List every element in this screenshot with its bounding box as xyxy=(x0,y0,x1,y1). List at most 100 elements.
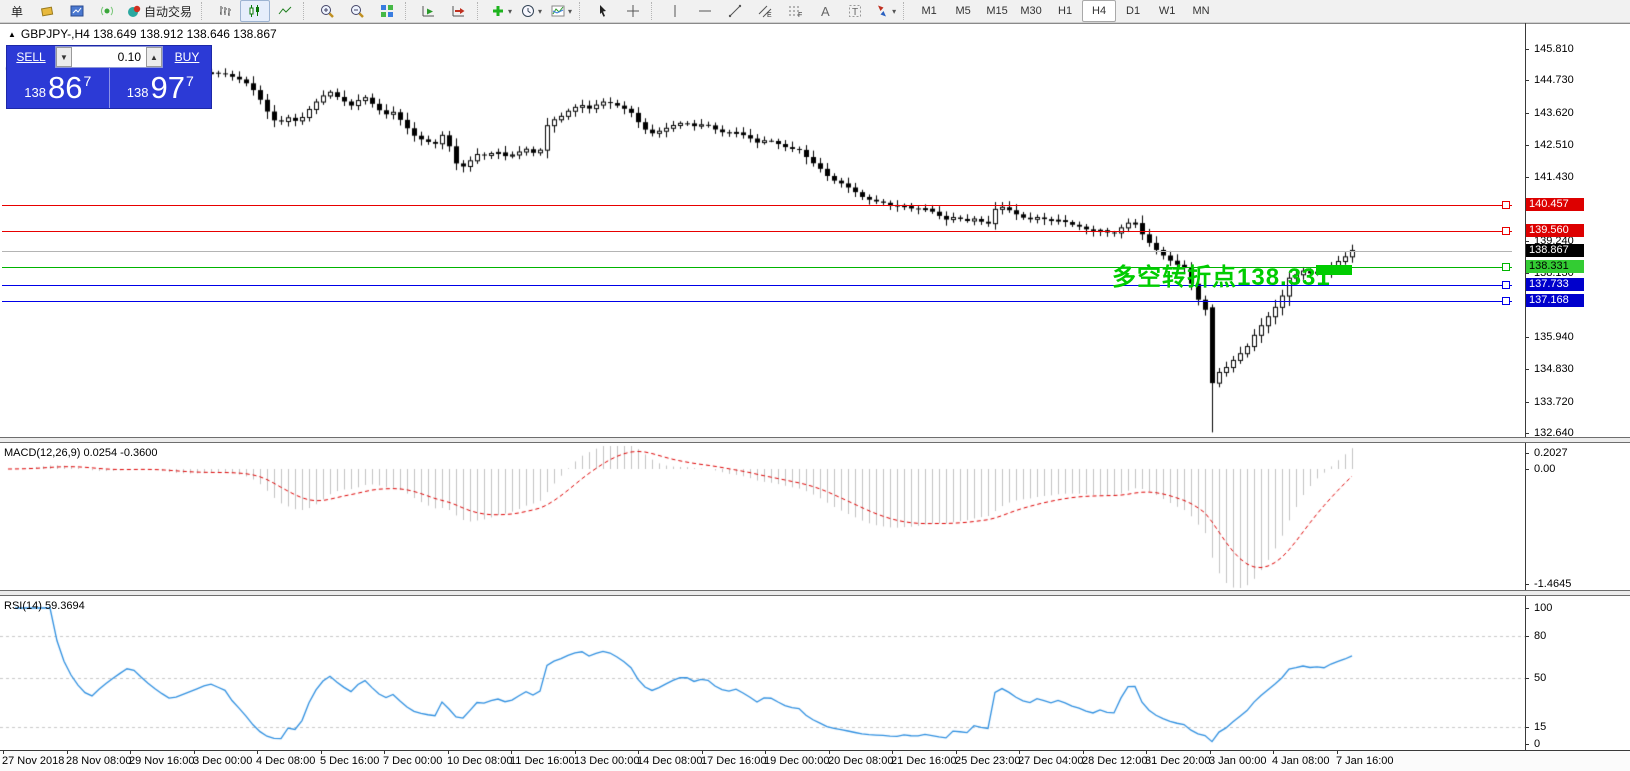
arrows-button[interactable]: ▾ xyxy=(870,0,900,22)
rsi-axis-label: 100 xyxy=(1534,602,1553,614)
rsi-axis-label: 15 xyxy=(1534,721,1547,733)
time-tick-label: 29 Nov 16:00 xyxy=(129,755,195,767)
horizontal-level-line[interactable] xyxy=(2,301,1512,302)
charts-button[interactable] xyxy=(62,0,92,22)
new-order-button-label: 单 xyxy=(10,4,23,19)
timeframe-m1-button[interactable]: M1 xyxy=(912,0,946,22)
zoom-in-button[interactable] xyxy=(312,0,342,22)
cursor-button[interactable] xyxy=(588,0,618,22)
new-order-button[interactable]: 单 xyxy=(2,0,32,22)
price-level-badge: 139.560 xyxy=(1526,224,1584,237)
timeframe-m15-button[interactable]: M15 xyxy=(980,0,1014,22)
level-drag-handle[interactable] xyxy=(1502,201,1510,209)
time-tick-mark xyxy=(130,751,131,754)
macd-splitter[interactable] xyxy=(0,437,1630,443)
horizontal-level-line[interactable] xyxy=(2,231,1512,232)
svg-text:T: T xyxy=(852,7,858,18)
volume-decrease-button[interactable]: ▼ xyxy=(56,47,72,67)
zoomin-icon xyxy=(319,3,335,19)
trendline-button[interactable] xyxy=(720,0,750,22)
horizontal-level-line[interactable] xyxy=(2,205,1512,206)
tick-mark xyxy=(1525,241,1529,242)
time-tick-label: 3 Jan 00:00 xyxy=(1209,755,1267,767)
collapse-arrow-icon[interactable]: ▲ xyxy=(8,30,16,39)
tick-mark xyxy=(1525,273,1529,274)
timeframe-h1-button[interactable]: H1 xyxy=(1048,0,1082,22)
tick-mark xyxy=(1525,469,1529,470)
macd-axis-label: -1.4645 xyxy=(1534,578,1572,590)
price-axis[interactable]: 145.810 144.730 143.620 142.510 141.430 139.2… xyxy=(1525,23,1630,771)
toolbar-separator xyxy=(477,2,483,20)
line-chart-button[interactable] xyxy=(270,0,300,22)
zoom-out-button[interactable] xyxy=(342,0,372,22)
time-tick-mark xyxy=(829,751,830,754)
rsi-splitter[interactable] xyxy=(0,590,1630,596)
level-drag-handle[interactable] xyxy=(1502,281,1510,289)
sell-button[interactable]: SELL xyxy=(16,50,46,64)
tile-windows-button[interactable] xyxy=(372,0,402,22)
chart-shift-button[interactable] xyxy=(444,0,474,22)
buy-button[interactable]: BUY xyxy=(174,50,200,64)
main-chart-canvas[interactable] xyxy=(0,23,1525,750)
time-tick-label: 28 Nov 08:00 xyxy=(66,755,132,767)
tick-mark xyxy=(1525,369,1529,370)
green-highlight-box[interactable] xyxy=(1316,265,1352,275)
toolbox-button[interactable] xyxy=(32,0,62,22)
macd-axis-label: 0.00 xyxy=(1534,463,1556,475)
timeframe-m30-button[interactable]: M30 xyxy=(1014,0,1048,22)
level-drag-handle[interactable] xyxy=(1502,227,1510,235)
symbol-header: ▲ GBPJPY-,H4 138.649 138.912 138.646 138.… xyxy=(8,27,277,41)
bar-chart-button[interactable] xyxy=(210,0,240,22)
trendline-icon xyxy=(727,3,743,19)
time-tick-mark xyxy=(1019,751,1020,754)
price-tick-label: 135.940 xyxy=(1534,331,1574,343)
vertical-line-button[interactable] xyxy=(660,0,690,22)
signals-button[interactable] xyxy=(92,0,122,22)
candlestick-chart-button[interactable] xyxy=(240,0,271,22)
templates-button[interactable]: ▾ xyxy=(546,0,576,22)
level-drag-handle[interactable] xyxy=(1502,297,1510,305)
text-label-button[interactable]: T xyxy=(840,0,870,22)
svg-text:A: A xyxy=(821,4,830,19)
timeframe-d1-button-label: D1 xyxy=(1126,5,1141,17)
price-tick-label: 141.430 xyxy=(1534,171,1574,183)
linechart-icon xyxy=(277,3,293,19)
tick-mark xyxy=(1525,177,1529,178)
fibonacci-button[interactable]: F xyxy=(780,0,810,22)
time-tick-mark xyxy=(321,751,322,754)
timeframe-m5-button[interactable]: M5 xyxy=(946,0,980,22)
timeframe-w1-button[interactable]: W1 xyxy=(1150,0,1184,22)
level-drag-handle[interactable] xyxy=(1502,263,1510,271)
time-tick-label: 31 Dec 20:00 xyxy=(1145,755,1211,767)
horizontal-level-line[interactable] xyxy=(2,251,1512,252)
time-tick-label: 3 Dec 00:00 xyxy=(193,755,253,767)
main-toolbar: 单 自动交易 ▾ ▾ ▾ E F A T ▾ M1 M5 M15 M30 H1 H4 D1 W1 MN xyxy=(0,0,1630,23)
horizontal-line-button[interactable] xyxy=(690,0,720,22)
auto-scroll-button[interactable] xyxy=(414,0,444,22)
volume-input[interactable]: 0.10 xyxy=(117,50,141,64)
horizontal-level-line[interactable] xyxy=(2,285,1512,286)
tick-mark xyxy=(1525,744,1529,745)
timeframe-h4-button[interactable]: H4 xyxy=(1082,0,1117,22)
channel-button[interactable]: E xyxy=(750,0,780,22)
hline-icon xyxy=(697,3,713,19)
ask-price-display[interactable]: 138 97 7 xyxy=(126,70,194,105)
crosshair-button[interactable] xyxy=(618,0,648,22)
periods-button[interactable]: ▾ xyxy=(516,0,546,22)
volume-increase-button[interactable]: ▲ xyxy=(146,47,162,67)
horizontal-level-line[interactable] xyxy=(2,267,1512,268)
timeframe-mn-button[interactable]: MN xyxy=(1184,0,1218,22)
bid-price-display[interactable]: 138 86 7 xyxy=(7,68,110,108)
autotrading-button[interactable]: 自动交易 xyxy=(122,0,198,22)
time-tick-label: 5 Dec 16:00 xyxy=(320,755,380,767)
time-tick-label: 20 Dec 08:00 xyxy=(828,755,894,767)
text-button[interactable]: A xyxy=(810,0,840,22)
annotation-text[interactable]: 多空转折点138.331 xyxy=(1112,264,1331,291)
timeframe-d1-button[interactable]: D1 xyxy=(1116,0,1150,22)
chevron-down-icon: ▾ xyxy=(508,6,513,16)
indicators-button[interactable]: ▾ xyxy=(486,0,516,22)
time-axis[interactable]: 27 Nov 2018 28 Nov 08:00 29 Nov 16:00 3 Dec… xyxy=(0,750,1630,771)
time-tick-label: 10 Dec 08:00 xyxy=(447,755,513,767)
macd-label: MACD(12,26,9) 0.0254 -0.3600 xyxy=(4,447,158,459)
rsi-axis-label: 80 xyxy=(1534,630,1547,642)
